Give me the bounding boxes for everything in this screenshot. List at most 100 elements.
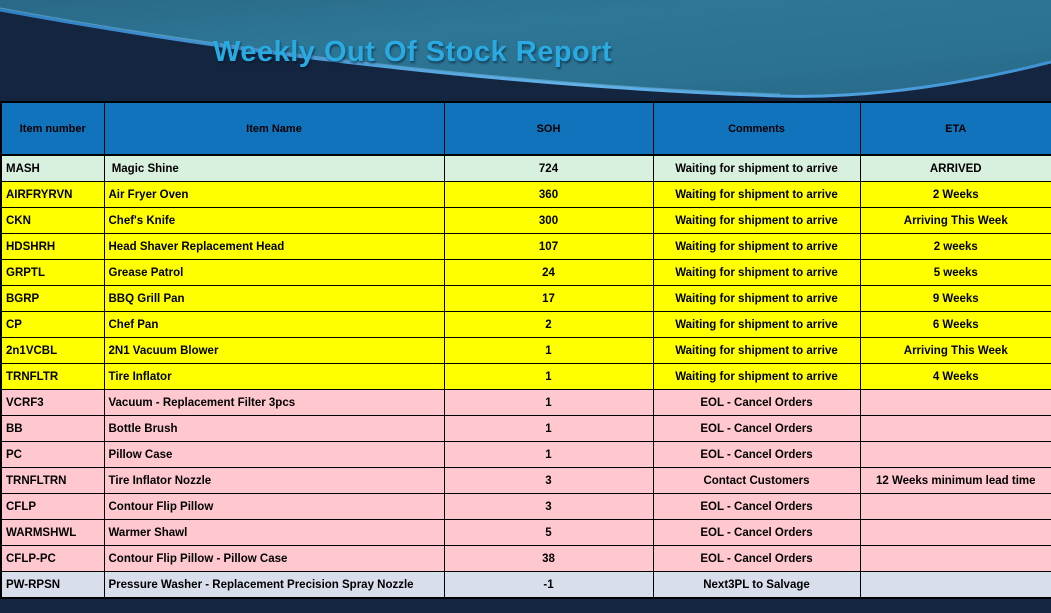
cell-item_number: CP bbox=[0, 311, 105, 338]
cell-comments: Contact Customers bbox=[652, 467, 861, 494]
cell-item_number: CFLP bbox=[0, 493, 105, 520]
report-table-header: Item number Item Name SOH Comments ETA bbox=[0, 101, 1051, 156]
table-row: CFLP Contour Flip Pillow 3 EOL - Cancel Ord… bbox=[0, 493, 1051, 520]
cell-item_name: Warmer Shawl bbox=[103, 519, 445, 546]
cell-item_name: Vacuum - Replacement Filter 3pcs bbox=[103, 389, 445, 416]
cell-item_name: Magic Shine bbox=[103, 154, 445, 182]
cell-comments: Waiting for shipment to arrive bbox=[652, 259, 861, 286]
table-row: GRPTL Grease Patrol 24 Waiting for shipment… bbox=[0, 259, 1051, 286]
cell-comments: Waiting for shipment to arrive bbox=[652, 311, 861, 338]
cell-comments: EOL - Cancel Orders bbox=[652, 545, 861, 572]
table-row: HDSHRH Head Shaver Replacement Head 107 Wai… bbox=[0, 233, 1051, 260]
column-header-comments: Comments bbox=[652, 101, 861, 156]
cell-eta: Arriving This Week bbox=[859, 337, 1051, 364]
cell-comments: Waiting for shipment to arrive bbox=[652, 285, 861, 312]
cell-item_name: Chef Pan bbox=[103, 311, 445, 338]
column-header-item_name: Item Name bbox=[103, 101, 445, 156]
cell-eta bbox=[859, 493, 1051, 520]
cell-item_number: BB bbox=[0, 415, 105, 442]
table-row: BB Bottle Brush 1 EOL - Cancel Orders bbox=[0, 415, 1051, 442]
column-header-item_number: Item number bbox=[0, 101, 105, 156]
cell-eta: ARRIVED bbox=[859, 154, 1051, 182]
cell-item_number: MASH bbox=[0, 154, 105, 182]
cell-comments: Waiting for shipment to arrive bbox=[652, 363, 861, 390]
cell-item_name: BBQ Grill Pan bbox=[103, 285, 445, 312]
cell-soh: 3 bbox=[443, 467, 654, 494]
cell-item_name: Contour Flip Pillow - Pillow Case bbox=[103, 545, 445, 572]
report-table: Item number Item Name SOH Comments ETA MASH … bbox=[0, 101, 1051, 599]
cell-item_name: Grease Patrol bbox=[103, 259, 445, 286]
table-row: PC Pillow Case 1 EOL - Cancel Orders bbox=[0, 441, 1051, 468]
cell-item_name: Air Fryer Oven bbox=[103, 181, 445, 208]
cell-soh: 3 bbox=[443, 493, 654, 520]
cell-eta bbox=[859, 415, 1051, 442]
cell-item_name: Pillow Case bbox=[103, 441, 445, 468]
column-header-eta: ETA bbox=[859, 101, 1051, 156]
cell-soh: 1 bbox=[443, 415, 654, 442]
cell-item_number: AIRFRYRVN bbox=[0, 181, 105, 208]
cell-soh: 1 bbox=[443, 389, 654, 416]
bottom-edge bbox=[0, 610, 1051, 613]
cell-comments: Next3PL to Salvage bbox=[652, 571, 861, 599]
cell-eta: 5 weeks bbox=[859, 259, 1051, 286]
cell-eta bbox=[859, 441, 1051, 468]
cell-eta: Arriving This Week bbox=[859, 207, 1051, 234]
cell-item_number: BGRP bbox=[0, 285, 105, 312]
cell-comments: Waiting for shipment to arrive bbox=[652, 181, 861, 208]
cell-eta: 2 weeks bbox=[859, 233, 1051, 260]
column-header-soh: SOH bbox=[443, 101, 654, 156]
cell-item_number: PW-RPSN bbox=[0, 571, 105, 599]
cell-soh: 24 bbox=[443, 259, 654, 286]
cell-soh: 360 bbox=[443, 181, 654, 208]
cell-comments: Waiting for shipment to arrive bbox=[652, 233, 861, 260]
cell-item_number: TRNFLTR bbox=[0, 363, 105, 390]
table-row: CFLP-PC Contour Flip Pillow - Pillow Case… bbox=[0, 545, 1051, 572]
cell-soh: 724 bbox=[443, 154, 654, 182]
cell-soh: 300 bbox=[443, 207, 654, 234]
cell-comments: EOL - Cancel Orders bbox=[652, 441, 861, 468]
cell-comments: EOL - Cancel Orders bbox=[652, 415, 861, 442]
cell-item_name: Tire Inflator Nozzle bbox=[103, 467, 445, 494]
cell-eta bbox=[859, 571, 1051, 599]
cell-item_number: WARMSHWL bbox=[0, 519, 105, 546]
cell-comments: Waiting for shipment to arrive bbox=[652, 207, 861, 234]
cell-soh: -1 bbox=[443, 571, 654, 599]
table-row: 2n1VCBL 2N1 Vacuum Blower 1 Waiting for shi… bbox=[0, 337, 1051, 364]
cell-item_name: Chef's Knife bbox=[103, 207, 445, 234]
cell-comments: Waiting for shipment to arrive bbox=[652, 154, 861, 182]
cell-comments: EOL - Cancel Orders bbox=[652, 493, 861, 520]
cell-soh: 5 bbox=[443, 519, 654, 546]
page-title: Weekly Out Of Stock Report bbox=[213, 36, 613, 68]
cell-comments: EOL - Cancel Orders bbox=[652, 389, 861, 416]
cell-item_number: VCRF3 bbox=[0, 389, 105, 416]
cell-soh: 38 bbox=[443, 545, 654, 572]
cell-item_name: Tire Inflator bbox=[103, 363, 445, 390]
table-row: MASH Magic Shine 724 Waiting for shipment … bbox=[0, 154, 1051, 182]
table-row: VCRF3 Vacuum - Replacement Filter 3pcs 1 EO… bbox=[0, 389, 1051, 416]
table-row: CKN Chef's Knife 300 Waiting for shipment t… bbox=[0, 207, 1051, 234]
cell-eta: 6 Weeks bbox=[859, 311, 1051, 338]
cell-comments: Waiting for shipment to arrive bbox=[652, 337, 861, 364]
table-row: WARMSHWL Warmer Shawl 5 EOL - Cancel Orders bbox=[0, 519, 1051, 546]
table-row: BGRP BBQ Grill Pan 17 Waiting for shipment … bbox=[0, 285, 1051, 312]
cell-eta bbox=[859, 519, 1051, 546]
table-row: TRNFLTR Tire Inflator 1 Waiting for shipmen… bbox=[0, 363, 1051, 390]
cell-item_name: Contour Flip Pillow bbox=[103, 493, 445, 520]
cell-item_name: Bottle Brush bbox=[103, 415, 445, 442]
cell-item_name: Head Shaver Replacement Head bbox=[103, 233, 445, 260]
table-row: CP Chef Pan 2 Waiting for shipment to arriv… bbox=[0, 311, 1051, 338]
banner-wave-graphic bbox=[0, 0, 1051, 101]
table-row: TRNFLTRN Tire Inflator Nozzle 3 Contact Cus… bbox=[0, 467, 1051, 494]
cell-soh: 1 bbox=[443, 441, 654, 468]
cell-item_number: HDSHRH bbox=[0, 233, 105, 260]
cell-item_number: PC bbox=[0, 441, 105, 468]
cell-comments: EOL - Cancel Orders bbox=[652, 519, 861, 546]
cell-eta: 9 Weeks bbox=[859, 285, 1051, 312]
cell-eta bbox=[859, 545, 1051, 572]
cell-eta: 2 Weeks bbox=[859, 181, 1051, 208]
cell-item_number: CKN bbox=[0, 207, 105, 234]
cell-soh: 107 bbox=[443, 233, 654, 260]
report-table-body: MASH Magic Shine 724 Waiting for shipment … bbox=[0, 154, 1051, 599]
cell-item_name: 2N1 Vacuum Blower bbox=[103, 337, 445, 364]
